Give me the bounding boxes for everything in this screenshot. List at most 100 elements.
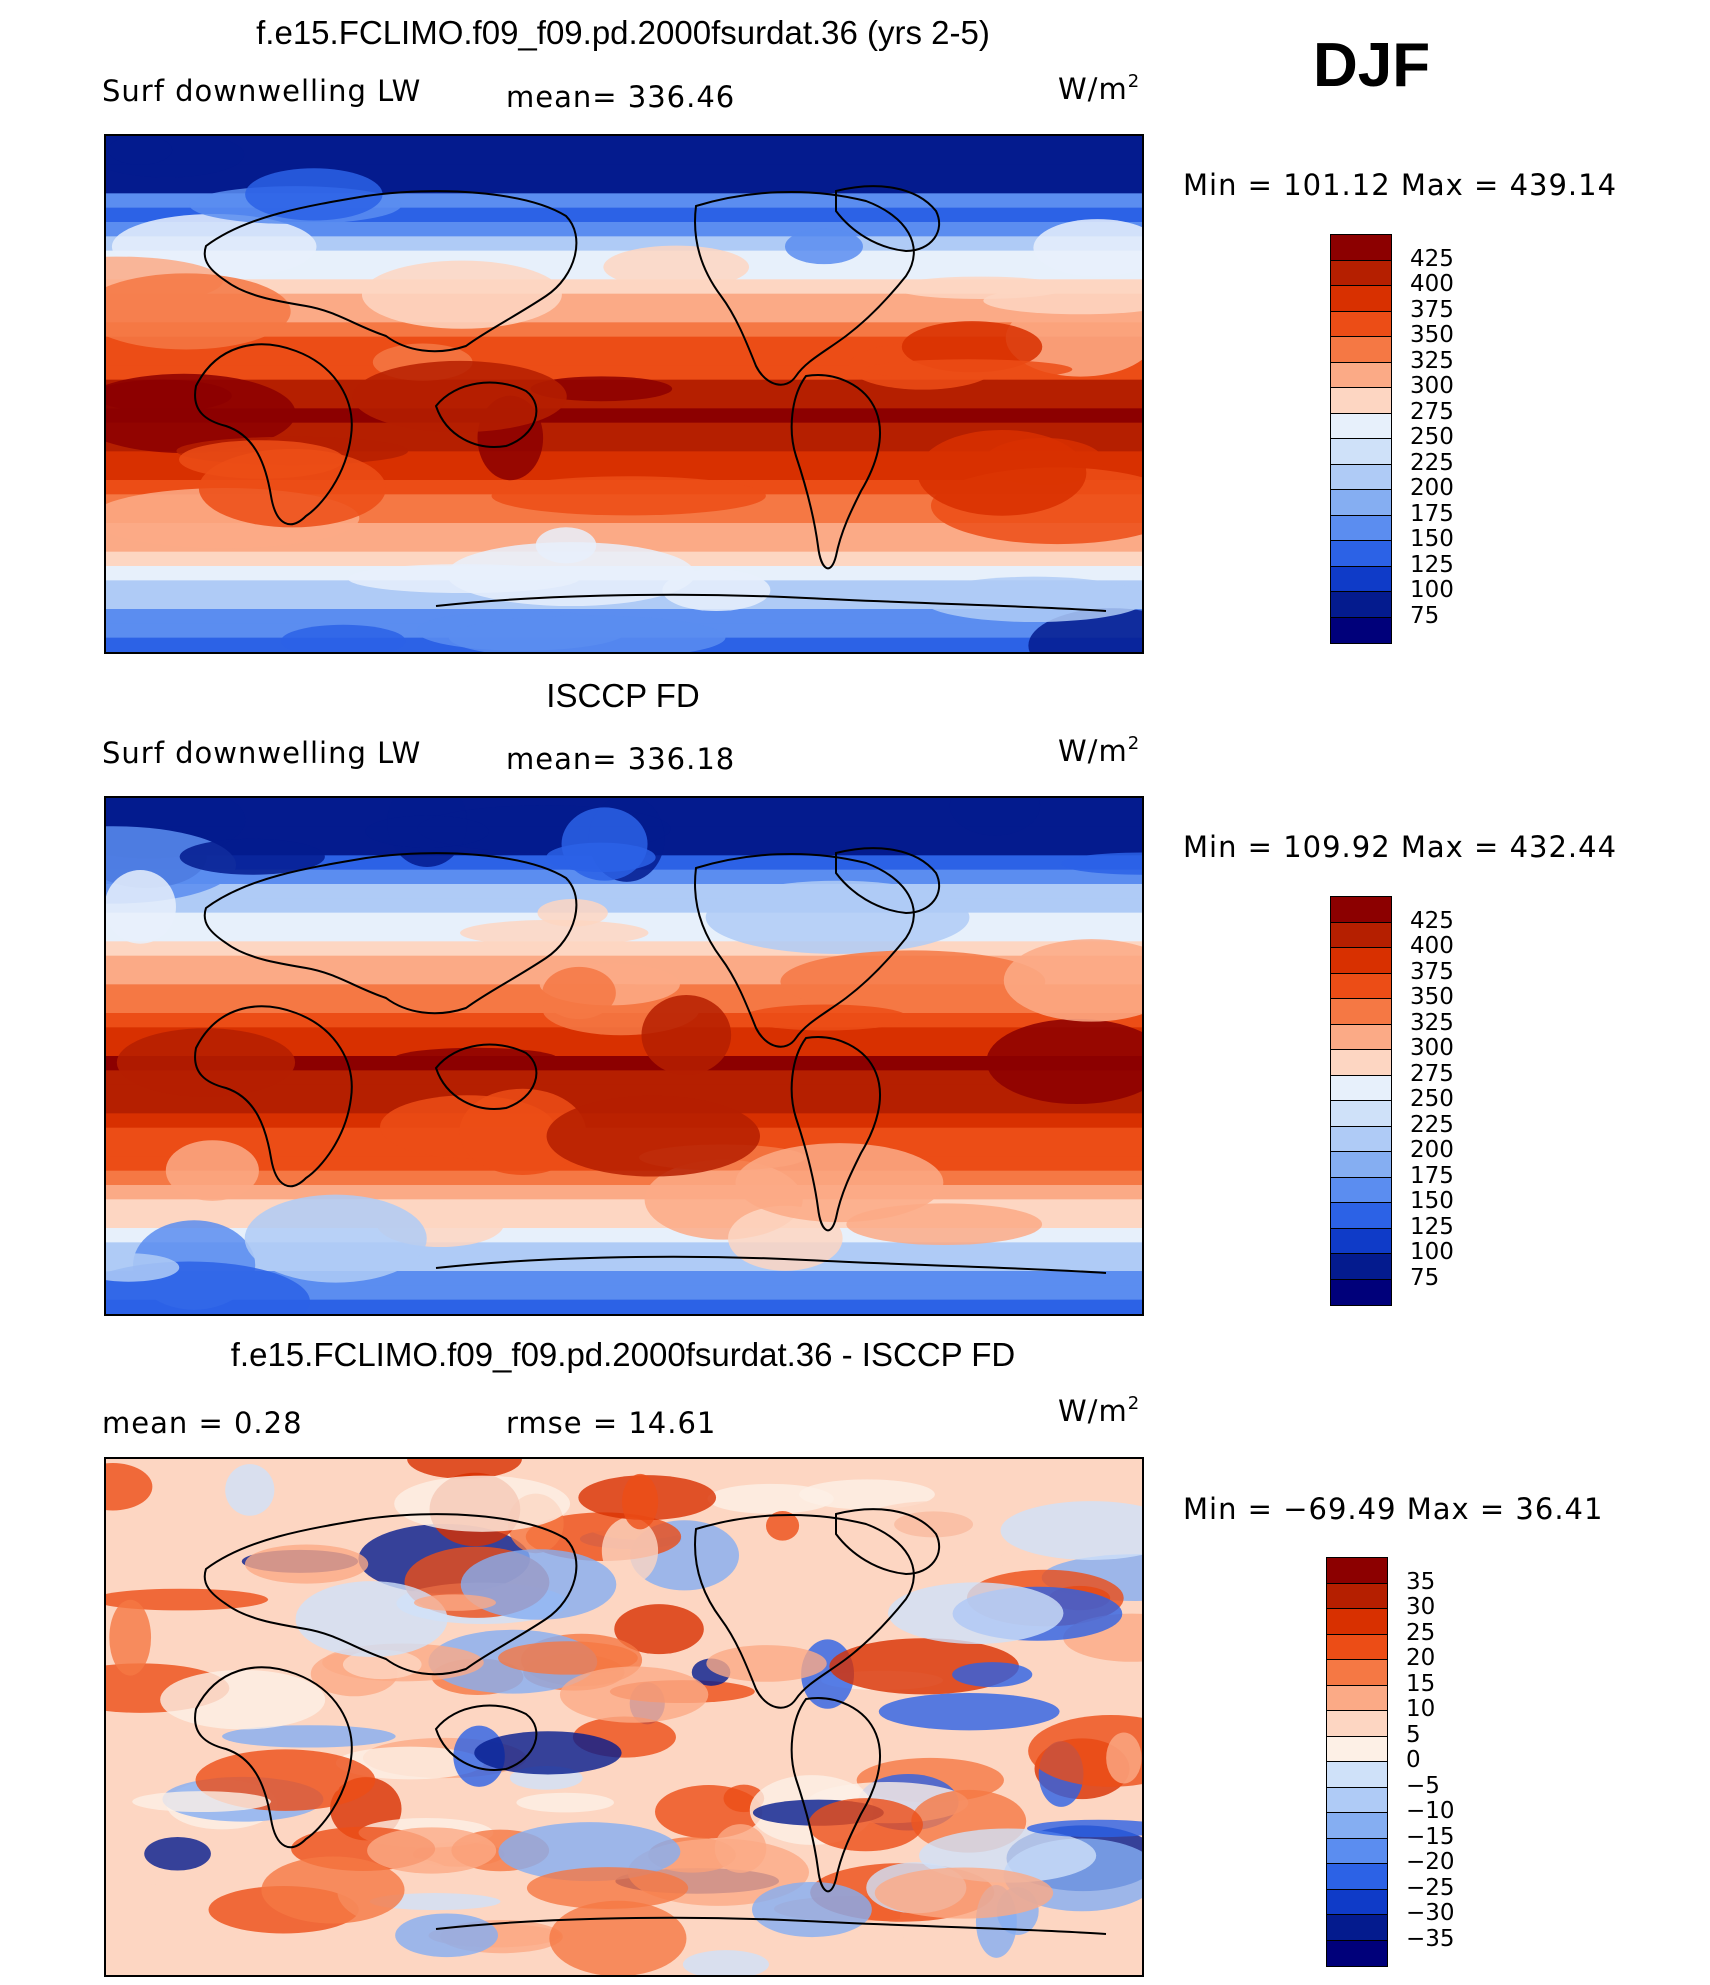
field-blob — [1005, 299, 1142, 377]
coastline — [194, 343, 353, 526]
field-band — [106, 1299, 1142, 1314]
panel-title-diff: f.e15.FCLIMO.f09_f09.pd.2000fsurdat.36 -… — [230, 1336, 1016, 1373]
colorbar-tick-label: 175 — [1410, 500, 1454, 527]
colorbar-tick-label: 225 — [1410, 1111, 1454, 1138]
field-blob — [917, 429, 1087, 516]
colorbar-swatch — [1331, 1126, 1391, 1152]
colorbar-swatch — [1327, 1864, 1387, 1890]
colorbar-swatch — [1331, 362, 1391, 388]
field-blob — [395, 1913, 499, 1958]
field-blob — [559, 1666, 709, 1723]
colorbar-swatch — [1331, 286, 1391, 312]
colorbar-swatch — [1331, 592, 1391, 618]
colorbar-swatch — [1331, 999, 1391, 1025]
field-blob — [526, 1867, 689, 1909]
coastline — [835, 185, 941, 253]
colorbar-swatch — [1331, 922, 1391, 948]
colorbar-tick-label: 125 — [1410, 551, 1454, 578]
colorbar-swatch — [1331, 1254, 1391, 1280]
coastline — [790, 374, 882, 570]
field-band — [106, 1041, 1142, 1057]
colorbar-swatch — [1327, 1762, 1387, 1788]
field-blob — [132, 1791, 272, 1813]
colorbar-swatch — [1331, 1024, 1391, 1050]
field-blob — [784, 228, 863, 265]
colorbar-swatch — [1331, 1075, 1391, 1101]
colorbar-swatch — [1327, 1609, 1387, 1635]
field-band — [106, 537, 1142, 553]
field-blob — [414, 1594, 496, 1611]
colorbar-tick-label: 200 — [1410, 475, 1454, 501]
field-blob — [1106, 1732, 1142, 1784]
colorbar-tick-label: 275 — [1410, 398, 1454, 425]
colorbar-tick-label: 75 — [1410, 602, 1440, 629]
panel-minmax-label: Min = 101.12 Max = 439.14 — [1183, 168, 1618, 202]
field-blob — [1003, 939, 1142, 1022]
field-blob — [361, 260, 562, 329]
colorbar-tick-label: −35 — [1406, 1925, 1455, 1952]
colorbar-tick-label: 25 — [1406, 1619, 1436, 1646]
field-blob — [198, 448, 386, 528]
colorbar-swatch — [1327, 1685, 1387, 1711]
field-blob — [144, 1836, 211, 1871]
field-blob — [393, 1047, 558, 1070]
field-band — [106, 164, 1142, 180]
panel-mean-label: mean = 0.28 — [102, 1406, 303, 1440]
field-blob — [116, 1028, 296, 1097]
field-blob — [808, 1798, 923, 1852]
colorbar-swatch — [1331, 260, 1391, 286]
panel-minmax-label: Min = 109.92 Max = 432.44 — [1183, 830, 1618, 864]
colorbar-swatch — [1327, 1736, 1387, 1762]
field-blob — [728, 1205, 843, 1271]
colorbar-model — [1330, 234, 1392, 644]
coastline — [790, 1697, 882, 1893]
field-blob — [491, 476, 766, 516]
field-blob — [367, 1827, 497, 1874]
panel-rmse-label: rmse = 14.61 — [506, 1406, 717, 1440]
field-blob — [1033, 219, 1142, 277]
colorbar-tick-label: 100 — [1410, 577, 1454, 603]
field-blob — [537, 898, 608, 927]
field-blob — [295, 1581, 448, 1658]
field-band — [106, 422, 1142, 438]
colorbar-swatch — [1331, 235, 1391, 261]
field-blob — [245, 168, 383, 221]
field-blob — [106, 1463, 153, 1511]
colorbar-swatch — [1331, 311, 1391, 337]
field-band — [106, 1056, 1142, 1072]
field-blob — [348, 564, 580, 594]
field-band — [106, 150, 1142, 166]
field-blob — [549, 1900, 687, 1975]
panel-title-model: f.e15.FCLIMO.f09_f09.pd.2000fsurdat.36 (… — [256, 14, 990, 51]
panel-unit-label: W/m2 — [1058, 733, 1141, 768]
colorbar-tick-label: −5 — [1406, 1772, 1440, 1799]
colorbar-swatch — [1327, 1838, 1387, 1864]
field-blob — [179, 838, 325, 875]
field-blob — [846, 1203, 1043, 1246]
coastline — [835, 847, 941, 915]
field-blob — [244, 1544, 369, 1584]
colorbar-tick-label: −15 — [1406, 1823, 1455, 1850]
field-band — [106, 1285, 1142, 1301]
field-blob — [844, 1501, 1022, 1568]
panel-mean-label: mean= 336.46 — [506, 80, 736, 114]
colorbar-tick-label: 200 — [1410, 1137, 1454, 1163]
colorbar-swatch — [1331, 1152, 1391, 1178]
colorbar-swatch — [1327, 1915, 1387, 1941]
field-band — [106, 136, 1142, 152]
field-blob — [1000, 1501, 1142, 1560]
colorbar-tick-label: 250 — [1410, 1086, 1454, 1112]
coastline — [694, 852, 915, 1048]
colorbar-swatch — [1327, 1889, 1387, 1915]
field-blob — [799, 1479, 935, 1510]
colorbar-swatch — [1327, 1660, 1387, 1686]
coastline — [435, 1255, 1107, 1274]
colorbar-swatch — [1327, 1813, 1387, 1839]
colorbar-swatch — [1331, 388, 1391, 414]
colorbar-swatch — [1331, 973, 1391, 999]
colorbar-tick-label: 300 — [1410, 1035, 1454, 1061]
season-label: DJF — [1313, 31, 1431, 100]
panel-variable-label: Surf downwelling LW — [102, 736, 422, 770]
colorbar-swatch — [1331, 337, 1391, 363]
field-band — [106, 884, 1142, 900]
